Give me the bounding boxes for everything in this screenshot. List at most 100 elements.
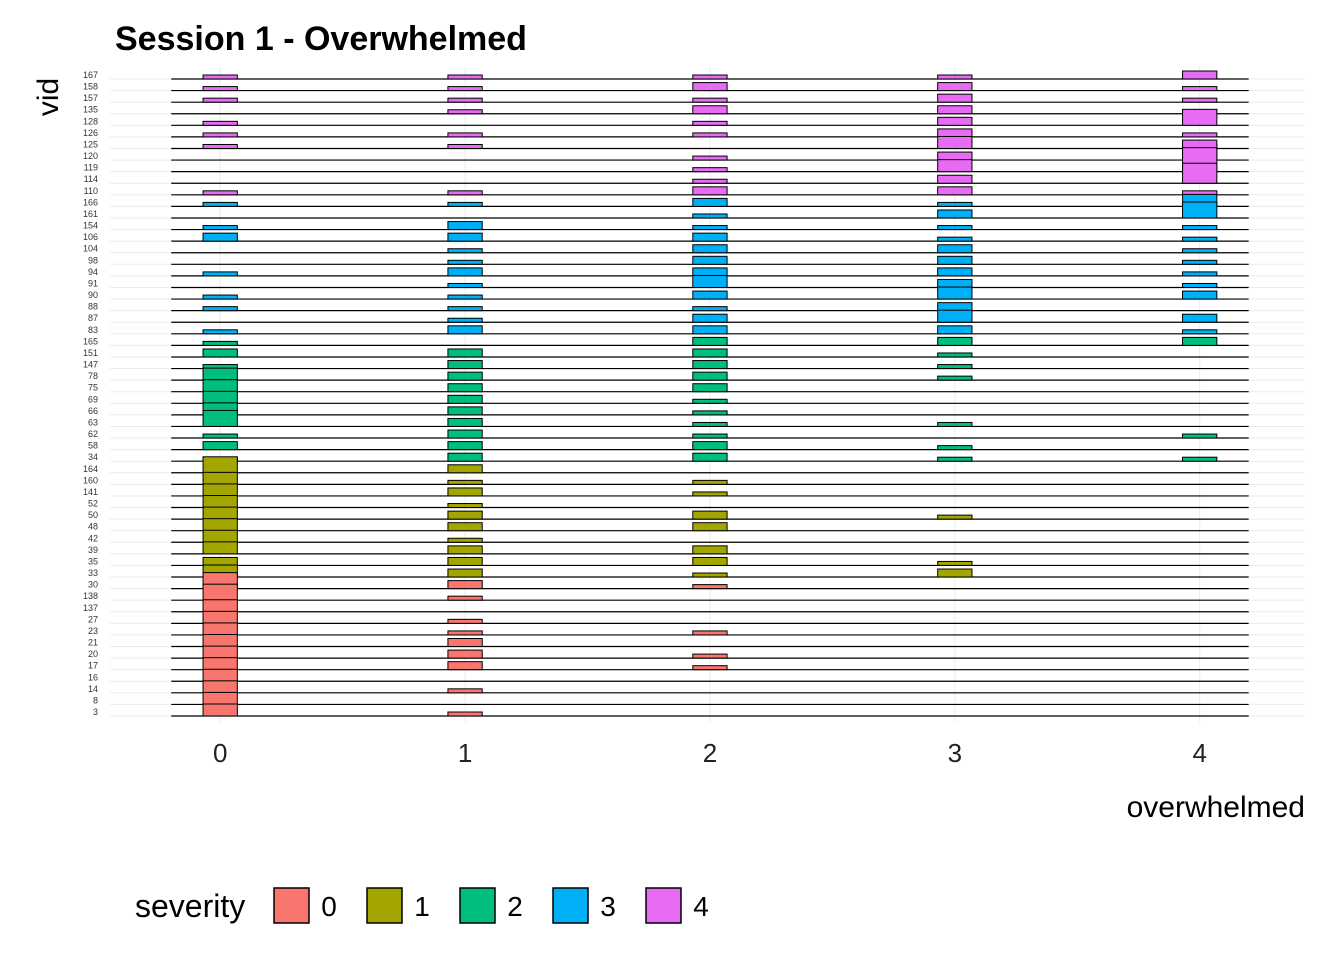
y-tick-label: 161 [83,209,98,219]
bar [447,464,483,474]
bar [447,661,483,671]
x-tick-label: 0 [213,738,227,768]
bar [447,348,483,358]
y-tick-label: 104 [83,244,98,254]
bar [937,225,973,231]
bar [447,638,483,648]
y-tick-label: 42 [88,533,98,543]
bar [937,568,973,578]
bar [692,213,728,219]
y-tick-label: 114 [84,174,98,184]
bar [447,97,483,103]
bar [447,259,483,265]
y-tick-label: 88 [88,302,98,312]
bar [937,421,973,427]
bar [692,155,728,161]
bar [202,225,238,231]
bar [937,375,973,381]
bar [202,634,238,648]
bar [1182,70,1218,80]
y-tick-label: 27 [88,614,98,624]
bar [202,456,238,474]
y-tick-label: 8 [93,695,98,705]
y-tick-label: 21 [88,638,98,648]
bar [202,433,238,439]
y-tick-label: 138 [83,591,98,601]
bar [202,703,238,717]
bar [447,306,483,312]
legend-label: 3 [600,891,616,922]
bar [692,197,728,207]
bar [937,209,973,219]
bar [202,390,238,404]
bar [1182,97,1218,103]
bar [202,518,238,532]
bar [937,325,973,335]
bar [937,336,973,346]
bar [447,248,483,254]
bar [692,186,728,196]
bar [447,487,483,497]
bar [692,74,728,80]
bar [937,116,973,126]
bar [447,429,483,439]
y-tick-label: 120 [83,151,98,161]
bar [202,529,238,543]
bar [692,244,728,254]
y-tick-label: 35 [88,556,98,566]
bar [937,364,973,370]
bar [692,584,728,590]
bar [202,348,238,358]
bar [692,306,728,312]
bar [447,630,483,636]
bar [202,657,238,671]
y-tick-label: 62 [88,429,98,439]
legend-label: 1 [414,891,430,922]
bar [447,143,483,149]
x-axis-label: overwhelmed [1127,791,1305,824]
y-tick-label: 154 [83,221,98,231]
bar [202,97,238,103]
y-tick-label: 87 [88,313,98,323]
y-axis-label: vid [32,78,65,116]
bar [447,522,483,532]
y-tick-label: 63 [88,417,98,427]
x-tick-label: 3 [948,738,962,768]
bar [447,132,483,138]
bar [447,294,483,300]
bar [1182,329,1218,335]
bar [202,441,238,451]
bar [692,491,728,497]
bar [937,309,973,323]
y-tick-label: 50 [88,510,98,520]
bar [447,74,483,80]
y-tick-label: 166 [83,197,98,207]
bar [937,82,973,92]
x-tick-label: 1 [458,738,472,768]
bar [1182,282,1218,288]
bar [202,483,238,497]
y-tick-label: 69 [88,394,98,404]
y-tick-label: 119 [84,163,98,173]
bar [447,510,483,520]
bar [692,167,728,173]
bar [1182,433,1218,439]
bar [692,572,728,578]
y-tick-label: 151 [83,348,98,358]
bar [1182,248,1218,254]
bar [692,97,728,103]
bar [692,630,728,636]
y-tick-label: 137 [83,603,98,613]
y-tick-label: 58 [88,441,98,451]
y-tick-label: 34 [88,452,98,462]
bar [202,541,238,555]
bar [937,255,973,265]
bar [202,471,238,485]
y-tick-label: 83 [88,325,98,335]
bar [937,186,973,196]
bar [692,132,728,138]
bar [447,383,483,393]
bar [692,290,728,300]
bar [202,599,238,613]
bar [937,302,973,312]
